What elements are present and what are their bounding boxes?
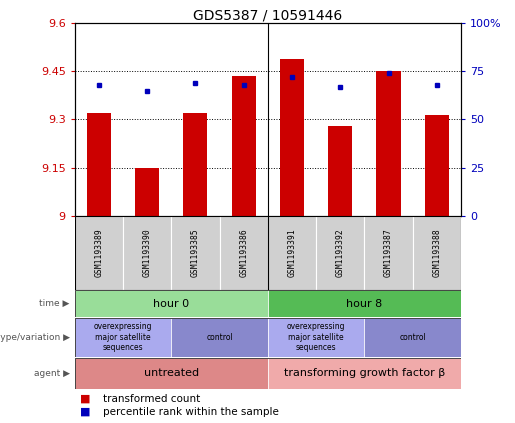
Bar bbox=[328, 126, 352, 216]
Text: transformed count: transformed count bbox=[103, 394, 200, 404]
Bar bbox=[75, 358, 268, 388]
Text: time ▶: time ▶ bbox=[39, 299, 70, 308]
Text: control: control bbox=[206, 333, 233, 342]
Title: GDS5387 / 10591446: GDS5387 / 10591446 bbox=[193, 8, 342, 22]
Bar bbox=[268, 216, 316, 290]
Text: control: control bbox=[399, 333, 426, 342]
Bar bbox=[425, 115, 449, 216]
Text: GSM1193388: GSM1193388 bbox=[432, 228, 441, 277]
Text: GSM1193392: GSM1193392 bbox=[336, 228, 345, 277]
Text: percentile rank within the sample: percentile rank within the sample bbox=[103, 407, 279, 417]
Bar bbox=[171, 318, 268, 357]
Text: GSM1193389: GSM1193389 bbox=[94, 228, 104, 277]
Bar bbox=[75, 216, 123, 290]
Text: transforming growth factor β: transforming growth factor β bbox=[284, 368, 445, 378]
Bar bbox=[219, 216, 268, 290]
Bar bbox=[75, 290, 268, 317]
Bar bbox=[365, 216, 413, 290]
Bar bbox=[123, 216, 171, 290]
Text: overexpressing
major satellite
sequences: overexpressing major satellite sequences bbox=[94, 322, 152, 352]
Bar bbox=[365, 318, 461, 357]
Text: hour 0: hour 0 bbox=[153, 299, 190, 308]
Text: GSM1193390: GSM1193390 bbox=[143, 228, 151, 277]
Bar bbox=[183, 113, 208, 216]
Text: overexpressing
major satellite
sequences: overexpressing major satellite sequences bbox=[287, 322, 346, 352]
Text: hour 8: hour 8 bbox=[346, 299, 383, 308]
Bar bbox=[268, 290, 461, 317]
Bar bbox=[75, 318, 171, 357]
Text: GSM1193391: GSM1193391 bbox=[287, 228, 297, 277]
Bar bbox=[268, 318, 365, 357]
Bar bbox=[413, 216, 461, 290]
Text: GSM1193386: GSM1193386 bbox=[239, 228, 248, 277]
Bar bbox=[232, 76, 256, 216]
Bar bbox=[316, 216, 365, 290]
Text: agent ▶: agent ▶ bbox=[33, 369, 70, 378]
Bar bbox=[268, 358, 461, 388]
Text: ■: ■ bbox=[80, 394, 90, 404]
Bar bbox=[87, 113, 111, 216]
Text: genotype/variation ▶: genotype/variation ▶ bbox=[0, 333, 70, 342]
Text: ■: ■ bbox=[80, 407, 90, 417]
Bar bbox=[135, 168, 159, 216]
Bar bbox=[171, 216, 219, 290]
Text: GSM1193387: GSM1193387 bbox=[384, 228, 393, 277]
Text: untreated: untreated bbox=[144, 368, 199, 378]
Text: GSM1193385: GSM1193385 bbox=[191, 228, 200, 277]
Bar bbox=[280, 58, 304, 216]
Bar bbox=[376, 71, 401, 216]
